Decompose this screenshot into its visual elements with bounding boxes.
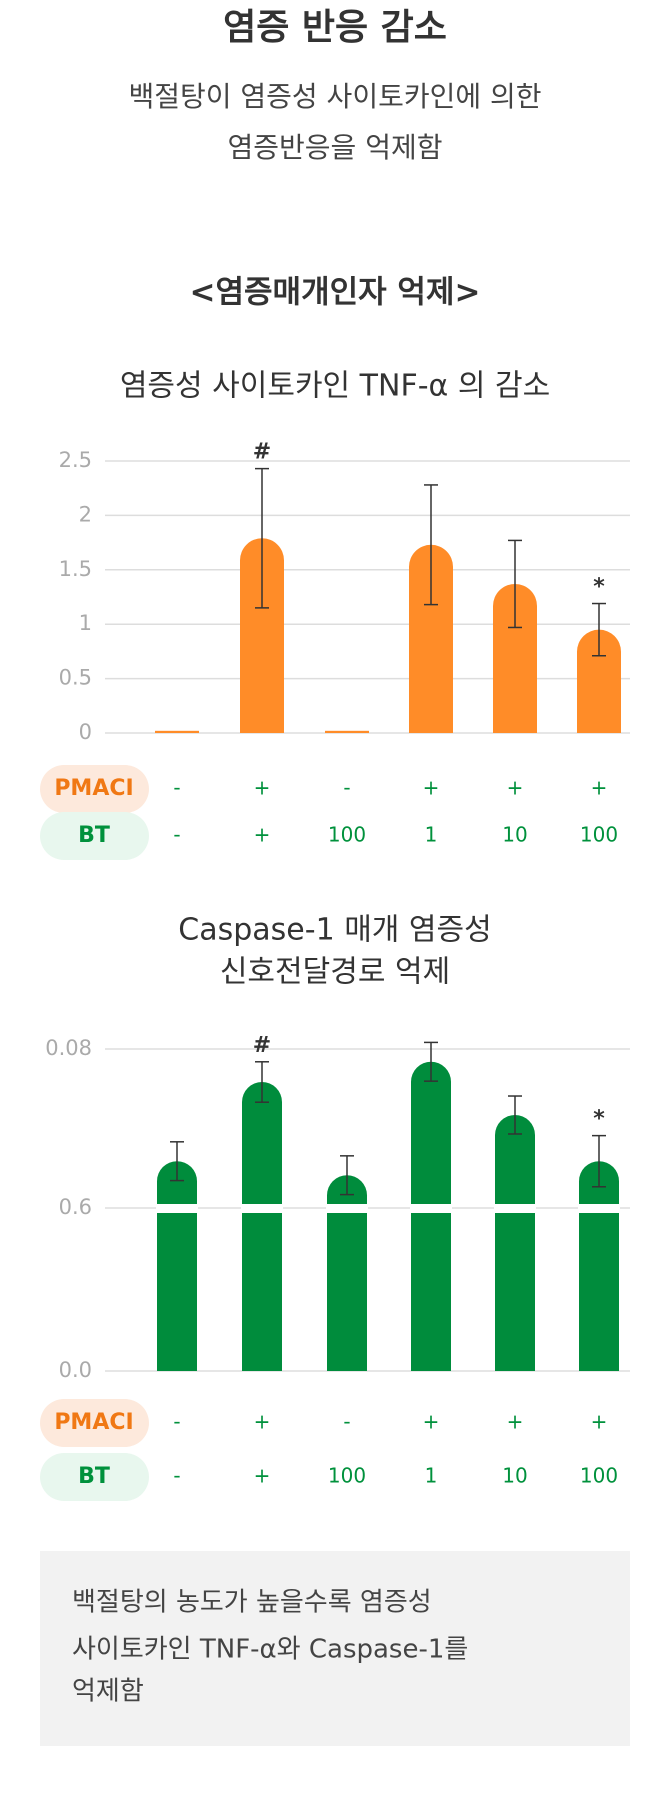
condition-pill <box>40 1453 149 1501</box>
condition-value: + <box>507 776 524 800</box>
condition-value: - <box>173 776 180 800</box>
condition-value: 10 <box>502 823 527 847</box>
bar <box>157 1161 197 1371</box>
note-line: 사이토카인 TNF-α와 Caspase-1를 <box>72 1635 468 1665</box>
condition-value: 100 <box>580 1464 618 1488</box>
significance-marker: * <box>593 575 605 600</box>
condition-value: 100 <box>328 1464 366 1488</box>
bar <box>409 544 453 733</box>
chart-title: Caspase-1 매개 염증성 <box>178 913 491 948</box>
chart-title: 신호전달경로 억제 <box>220 955 450 990</box>
subtitle: 백절탕이 염증성 사이토카인에 의한 <box>128 80 541 113</box>
condition-pill <box>40 1399 149 1447</box>
bar <box>577 629 621 733</box>
condition-value: + <box>507 1410 524 1434</box>
significance-marker: # <box>253 440 271 465</box>
bar <box>411 1061 452 1371</box>
condition-value: + <box>591 1410 608 1434</box>
axis-break <box>156 1204 198 1213</box>
condition-name: BT <box>78 823 110 848</box>
axis-break <box>326 1204 368 1213</box>
condition-value: - <box>343 1410 350 1434</box>
condition-value: 100 <box>328 823 366 847</box>
y-tick-label: 0.08 <box>45 1036 92 1060</box>
bar <box>493 583 537 733</box>
bar <box>495 1115 535 1371</box>
condition-value: + <box>591 776 608 800</box>
section-title: <염증매개인자 억제> <box>190 275 481 311</box>
significance-marker: # <box>253 1033 271 1058</box>
condition-value: - <box>173 1410 180 1434</box>
y-tick-label: 0 <box>79 720 92 744</box>
note-line: 백절탕의 농도가 높을수록 염증성 <box>72 1588 432 1618</box>
condition-value: + <box>254 776 271 800</box>
condition-value: 10 <box>502 1464 527 1488</box>
condition-value: + <box>423 1410 440 1434</box>
condition-name: BT <box>78 1464 110 1489</box>
condition-pill <box>40 812 149 860</box>
note-line: 억제함 <box>72 1677 144 1707</box>
condition-value: + <box>254 823 271 847</box>
chart-title: 염증성 사이토카인 TNF-α 의 감소 <box>120 369 550 404</box>
y-tick-label: 0.0 <box>59 1358 92 1382</box>
page-title: 염증 반응 감소 <box>223 7 447 48</box>
y-tick-label: 0.5 <box>59 666 92 690</box>
condition-value: 100 <box>580 823 618 847</box>
bar <box>242 1082 282 1371</box>
bar <box>579 1161 619 1371</box>
bar <box>240 538 284 733</box>
y-tick-label: 2.5 <box>59 448 92 472</box>
condition-value: - <box>173 823 180 847</box>
note-box <box>40 1551 630 1746</box>
y-tick-label: 2 <box>79 502 92 526</box>
bar <box>155 730 199 733</box>
y-tick-label: 1 <box>79 611 92 635</box>
condition-value: + <box>423 776 440 800</box>
condition-value: - <box>343 776 350 800</box>
bar <box>327 1175 367 1371</box>
condition-pill <box>40 765 149 813</box>
y-tick-label: 1.5 <box>59 557 92 581</box>
axis-break <box>241 1204 283 1213</box>
condition-value: 1 <box>425 823 438 847</box>
condition-value: + <box>254 1410 271 1434</box>
axis-break <box>410 1204 452 1213</box>
condition-name: PMACI <box>54 1410 133 1435</box>
condition-value: 1 <box>425 1464 438 1488</box>
subtitle: 염증반응을 억제함 <box>228 131 443 164</box>
significance-marker: * <box>593 1107 605 1132</box>
y-tick-label: 0.6 <box>59 1195 92 1219</box>
bar <box>325 730 369 733</box>
condition-name: PMACI <box>54 776 133 801</box>
axis-break <box>494 1204 536 1213</box>
condition-value: + <box>254 1464 271 1488</box>
condition-value: - <box>173 1464 180 1488</box>
axis-break <box>578 1204 620 1213</box>
